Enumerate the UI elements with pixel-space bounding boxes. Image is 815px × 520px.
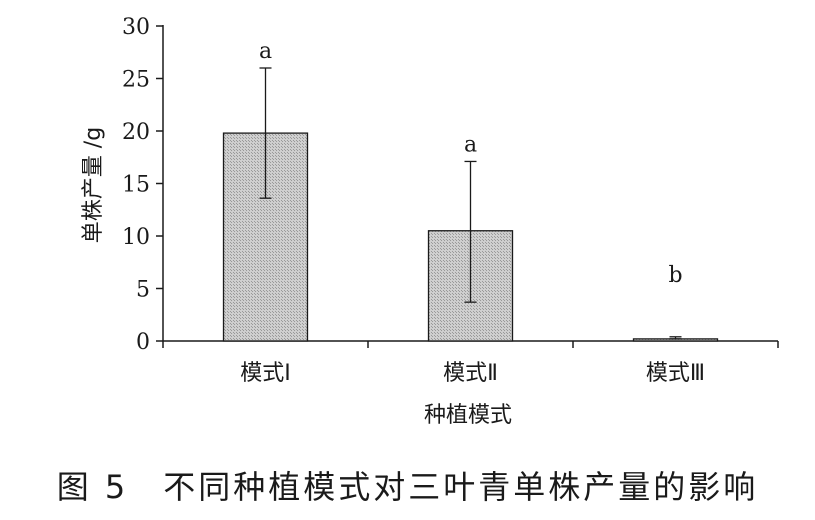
y-tick-label: 5	[136, 278, 150, 303]
y-tick-label: 25	[122, 68, 150, 93]
x-tick-label: 模式Ⅲ	[646, 361, 705, 386]
y-tick-label: 30	[122, 15, 150, 40]
significance-label: a	[259, 39, 272, 64]
y-axis-title: 单株产量 /g	[81, 127, 106, 243]
significance-label: b	[668, 263, 682, 288]
bar-chart: 0 5 10 15 20 25 30 a 模式Ⅰ a 模式Ⅱ b 模式Ⅲ 单株产量 /g 种植模式	[81, 15, 779, 428]
y-tick-label: 15	[122, 173, 150, 198]
y-tick-label: 20	[122, 120, 150, 145]
y-tick-label: 0	[136, 330, 150, 355]
significance-label: a	[464, 132, 477, 157]
figure-caption: 图 5 不同种植模式对三叶青单株产量的影响	[56, 468, 759, 506]
x-axis-title: 种植模式	[424, 403, 512, 428]
y-tick-label: 10	[122, 225, 150, 250]
x-tick-label: 模式Ⅱ	[443, 361, 498, 386]
plot-area: 0 5 10 15 20 25 30 a 模式Ⅰ a 模式Ⅱ b 模式Ⅲ	[122, 15, 779, 386]
x-tick-label: 模式Ⅰ	[240, 361, 291, 386]
